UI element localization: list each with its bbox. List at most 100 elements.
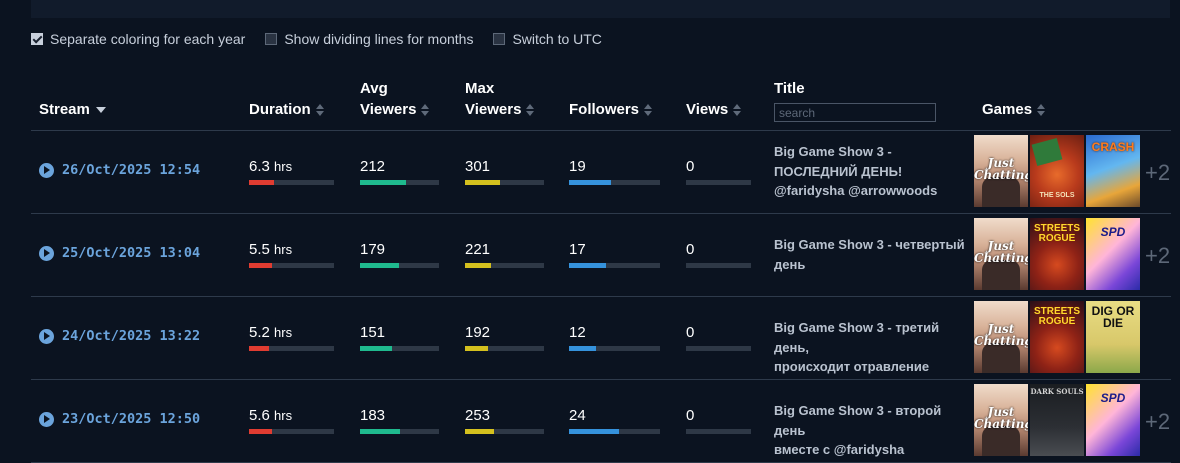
duration-value: 6.3 hrs — [249, 158, 292, 175]
game-art-text: DARK SOULS — [1030, 387, 1084, 396]
sort-desc-icon — [95, 107, 106, 114]
options-bar: Separate coloring for each year Show div… — [31, 30, 622, 48]
stream-title-line: Big Game Show 3 - второй день — [774, 403, 942, 438]
stream-date-link[interactable]: 24/Oct/2025 13:22 — [39, 328, 200, 344]
duration-unit: hrs — [274, 159, 293, 174]
stream-title: Big Game Show 3 - второй день вместе с @f… — [774, 401, 969, 460]
play-circle-icon[interactable] — [39, 328, 54, 344]
max-viewers-bar-fill — [465, 429, 495, 434]
avg-viewers-bar — [360, 180, 439, 185]
checkbox-icon[interactable] — [265, 33, 278, 45]
more-games-count[interactable]: +2 — [1145, 160, 1171, 185]
sort-icon — [733, 103, 742, 117]
column-header-followers[interactable]: Followers — [569, 99, 653, 120]
header-label: Viewers — [360, 101, 417, 118]
play-circle-icon[interactable] — [39, 162, 54, 178]
column-header-views[interactable]: Views — [686, 99, 742, 120]
column-header-duration[interactable]: Duration — [249, 99, 325, 120]
more-games-count[interactable]: +2 — [1145, 409, 1171, 434]
max-viewers-bar-fill — [465, 180, 500, 185]
sort-icon — [421, 103, 430, 117]
game-thumbnail[interactable]: SPD — [1086, 384, 1140, 456]
game-art-text: SPD — [1100, 391, 1126, 405]
views-value: 0 — [686, 158, 695, 175]
game-art-text: SPD — [1100, 225, 1126, 239]
game-thumbnail[interactable]: DIG OR DIE — [1086, 301, 1140, 373]
game-thumbnail[interactable]: CRASH — [1086, 135, 1140, 207]
more-games-count[interactable]: +2 — [1145, 243, 1171, 268]
duration-bar-fill — [249, 263, 272, 268]
checkbox-icon[interactable] — [493, 33, 506, 45]
avg-viewers-bar — [360, 429, 439, 434]
option-label: Separate coloring for each year — [50, 31, 246, 47]
game-art-text: STREETS ROGUE — [1033, 306, 1081, 327]
sort-icon — [526, 103, 535, 117]
views-value: 0 — [686, 407, 695, 424]
stream-title: Big Game Show 3 - четвертый день — [774, 235, 969, 274]
followers-bar-fill — [569, 429, 620, 434]
followers-value: 12 — [569, 324, 586, 341]
game-art-text: Just Chatting — [974, 156, 1028, 182]
table-row: 25/Oct/2025 13:04 5.5 hrs 179 221 17 0 Big Gam… — [31, 213, 1171, 297]
column-header-max-viewers[interactable]: Max Viewers — [465, 78, 535, 120]
games-list: Just Chatting STREETS ROGUE DIG OR DIE — [974, 301, 1142, 373]
option-utc[interactable]: Switch to UTC — [493, 31, 602, 47]
max-viewers-value: 301 — [465, 158, 491, 175]
stream-title-line: день — [774, 256, 806, 272]
stream-title-line: Big Game Show 3 - — [774, 144, 892, 159]
views-value: 0 — [686, 324, 695, 341]
sort-icon — [1037, 103, 1046, 117]
game-thumbnail[interactable]: Just Chatting — [974, 301, 1028, 373]
game-art-text: STREETS ROGUE — [1033, 223, 1081, 244]
game-thumbnail[interactable]: STREETS ROGUE — [1030, 218, 1084, 290]
game-thumbnail[interactable]: Just Chatting — [974, 218, 1028, 290]
max-viewers-value: 192 — [465, 324, 491, 341]
game-thumbnail[interactable]: THE SOLS — [1030, 135, 1084, 207]
stream-date[interactable]: 25/Oct/2025 13:04 — [62, 245, 201, 261]
stream-date-link[interactable]: 23/Oct/2025 12:50 — [39, 411, 200, 427]
stream-date[interactable]: 23/Oct/2025 12:50 — [62, 411, 201, 427]
duration-number: 5.2 — [249, 324, 270, 341]
duration-value: 5.5 hrs — [249, 241, 292, 258]
game-thumbnail[interactable]: SPD — [1086, 218, 1140, 290]
stream-date-link[interactable]: 26/Oct/2025 12:54 — [39, 162, 200, 178]
header-label: Viewers — [465, 101, 522, 118]
option-month-lines[interactable]: Show dividing lines for months — [265, 31, 473, 47]
game-art-text: Just Chatting — [974, 405, 1028, 431]
max-viewers-bar-fill — [465, 346, 488, 351]
play-circle-icon[interactable] — [39, 411, 54, 427]
views-bar — [686, 346, 751, 351]
sort-icon — [644, 103, 653, 117]
followers-bar-fill — [569, 346, 597, 351]
max-viewers-bar — [465, 180, 544, 185]
checkbox-checked-icon[interactable] — [31, 33, 43, 45]
stream-title-line: вместе с @faridysha — [774, 442, 905, 457]
stream-date[interactable]: 24/Oct/2025 13:22 — [62, 328, 201, 344]
play-circle-icon[interactable] — [39, 245, 54, 261]
header-label: Stream — [39, 101, 90, 118]
stream-date[interactable]: 26/Oct/2025 12:54 — [62, 162, 201, 178]
duration-value: 5.2 hrs — [249, 324, 292, 341]
stream-date-link[interactable]: 25/Oct/2025 13:04 — [39, 245, 200, 261]
game-thumbnail[interactable]: Just Chatting — [974, 135, 1028, 207]
stream-title-line: @faridysha @arrowwoods — [774, 183, 938, 198]
stream-title-line: происходит отравление — [774, 359, 930, 374]
column-header-avg-viewers[interactable]: Avg Viewers — [360, 78, 430, 120]
duration-bar-fill — [249, 180, 274, 185]
game-thumbnail[interactable]: DARK SOULS — [1030, 384, 1084, 456]
title-search-input[interactable] — [774, 103, 936, 122]
column-header-games[interactable]: Games — [982, 99, 1046, 120]
stream-title: Big Game Show 3 - ПОСЛЕДНИЙ ДЕНЬ! @faridys… — [774, 142, 969, 201]
column-header-stream[interactable]: Stream — [39, 99, 106, 120]
game-thumbnail[interactable]: Just Chatting — [974, 384, 1028, 456]
header-label: Max — [465, 80, 495, 97]
header-label: Avg — [360, 80, 388, 97]
stream-title: Big Game Show 3 - третий день, происходит… — [774, 318, 969, 377]
duration-bar — [249, 429, 334, 434]
max-viewers-bar-fill — [465, 263, 492, 268]
game-thumbnail[interactable]: STREETS ROGUE — [1030, 301, 1084, 373]
followers-bar — [569, 346, 660, 351]
games-list: Just Chatting DARK SOULS SPD — [974, 384, 1142, 456]
option-separate-coloring[interactable]: Separate coloring for each year — [31, 31, 245, 47]
followers-bar-fill — [569, 263, 607, 268]
